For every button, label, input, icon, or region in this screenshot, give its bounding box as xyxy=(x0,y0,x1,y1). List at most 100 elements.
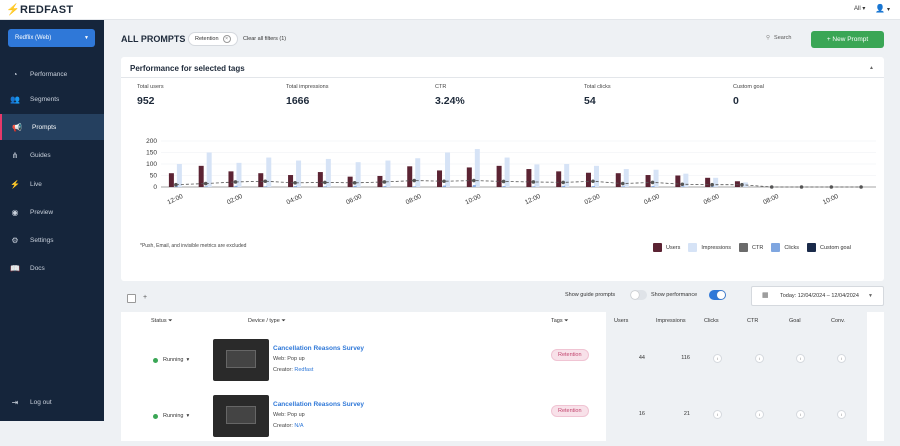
ctr-point xyxy=(442,179,446,183)
filter-chip[interactable]: Retention× xyxy=(188,32,238,46)
conv-info-icon[interactable]: i xyxy=(837,410,846,419)
clicks-info-icon[interactable]: i xyxy=(713,410,722,419)
toggle-knob xyxy=(717,291,725,299)
tag-badge[interactable]: Retention xyxy=(551,349,589,361)
bar-clicks xyxy=(205,186,208,187)
column-header-device[interactable]: Device / type ⏷ xyxy=(248,318,286,325)
x-tick-label: 04:00 xyxy=(643,193,661,206)
status-select[interactable]: Running ▾ xyxy=(163,413,189,419)
filter-icon[interactable]: ⏷ xyxy=(168,318,172,324)
column-header-conv[interactable]: Conv. xyxy=(831,318,845,324)
goal-info-icon[interactable]: i xyxy=(796,410,805,419)
column-header-status[interactable]: Status ⏷ xyxy=(151,318,173,325)
bar-users xyxy=(467,167,472,187)
table-row[interactable]: Running ▾ Cancellation Reasons Survey We… xyxy=(121,334,884,390)
user-menu[interactable]: 👤 ▾ xyxy=(875,4,890,13)
close-icon[interactable]: × xyxy=(223,35,231,43)
bar-users xyxy=(735,181,740,187)
org-select-button[interactable]: Redflix (Web)▼ xyxy=(8,29,95,47)
ctr-info-icon[interactable]: i xyxy=(755,410,764,419)
show-performance-toggle[interactable] xyxy=(709,290,726,300)
prompt-creator: Creator: N/A xyxy=(273,423,304,429)
legend-impressions[interactable]: Impressions xyxy=(688,243,731,252)
bar-users xyxy=(616,173,621,187)
legend-ctr[interactable]: CTR xyxy=(739,243,763,252)
clicks-info-icon[interactable]: i xyxy=(713,354,722,363)
sidebar-item-guides[interactable]: ⋔Guides xyxy=(0,142,104,168)
sidebar-item-prompts[interactable]: 📢Prompts xyxy=(0,114,104,140)
bar-clicks xyxy=(234,186,237,187)
table-row[interactable]: Running ▾ Cancellation Reasons Survey We… xyxy=(121,390,884,446)
collapse-icon[interactable]: ▲ xyxy=(869,65,874,71)
ctr-info-icon[interactable]: i xyxy=(755,354,764,363)
scope-select[interactable]: All ▾ xyxy=(854,5,865,12)
page-header: ALL PROMPTS Retention× Clear all filters… xyxy=(104,20,900,58)
bar-users xyxy=(646,175,651,187)
bar-impressions xyxy=(683,174,688,187)
user-icon: 👤 xyxy=(875,4,885,13)
status-select[interactable]: Running ▾ xyxy=(163,357,189,363)
column-header-goal[interactable]: Goal xyxy=(789,318,801,324)
bar-users xyxy=(705,178,710,187)
bar-users xyxy=(586,173,591,187)
ctr-point xyxy=(383,180,387,184)
new-prompt-button[interactable]: + New Prompt xyxy=(811,31,884,48)
legend-clicks[interactable]: Clicks xyxy=(771,243,799,252)
show-guide-prompts-toggle[interactable] xyxy=(630,290,647,300)
sidebar-item-performance[interactable]: ◔Performance xyxy=(0,61,104,87)
tag-badge[interactable]: Retention xyxy=(551,405,589,417)
logout-button[interactable]: ⇥Log out xyxy=(0,389,104,415)
add-icon[interactable]: + xyxy=(143,294,147,301)
x-tick-label: 12:00 xyxy=(166,193,184,206)
column-header-clicks[interactable]: Clicks xyxy=(704,318,719,324)
filter-icon[interactable]: ⏷ xyxy=(564,318,568,324)
clear-filters-link[interactable]: Clear all filters (1) xyxy=(243,36,286,42)
select-all-checkbox[interactable] xyxy=(127,294,136,303)
prompt-thumbnail[interactable] xyxy=(213,395,269,437)
goal-info-icon[interactable]: i xyxy=(796,354,805,363)
bar-users xyxy=(497,166,502,187)
bar-clicks xyxy=(652,186,655,187)
logout-icon: ⇥ xyxy=(0,398,30,407)
conv-info-icon[interactable]: i xyxy=(837,354,846,363)
bar-impressions xyxy=(236,163,241,187)
bar-clicks xyxy=(383,186,386,187)
bar-impressions xyxy=(415,158,420,187)
ctr-point xyxy=(651,181,655,185)
users-icon: 👥 xyxy=(0,95,30,104)
ctr-point xyxy=(174,183,178,187)
sidebar-item-docs[interactable]: 📖Docs xyxy=(0,255,104,281)
x-tick-label: 04:00 xyxy=(286,193,304,206)
sidebar-item-live[interactable]: ⚡Live xyxy=(0,171,104,197)
sidebar-item-settings[interactable]: ⚙Settings xyxy=(0,227,104,253)
legend-swatch xyxy=(688,243,697,252)
sidebar-item-preview[interactable]: ◉Preview xyxy=(0,199,104,225)
legend-users[interactable]: Users xyxy=(653,243,680,252)
thumbnail-preview xyxy=(226,350,256,368)
search-button[interactable]: ⚲Search xyxy=(766,35,791,41)
legend-custom-goal[interactable]: Custom goal xyxy=(807,243,851,252)
date-range-picker[interactable]: ▦Today: 12/04/2024 – 12/04/2024▼ xyxy=(751,286,884,306)
x-tick-label: 12:00 xyxy=(524,193,542,206)
status-running-icon xyxy=(153,414,158,419)
bar-users xyxy=(437,170,442,187)
prompt-title-link[interactable]: Cancellation Reasons Survey xyxy=(273,345,364,352)
column-header-impressions[interactable]: Impressions xyxy=(656,318,686,324)
filter-icon[interactable]: ⏷ xyxy=(281,318,285,324)
prompt-title-link[interactable]: Cancellation Reasons Survey xyxy=(273,401,364,408)
bar-clicks xyxy=(503,186,506,187)
bar-impressions xyxy=(385,161,390,187)
ctr-point xyxy=(621,182,625,186)
column-header-tags[interactable]: Tags ⏷ xyxy=(551,318,569,325)
redfast-logo[interactable]: ⚡REDFAST xyxy=(6,3,73,16)
prompt-creator: Creator: Redfast xyxy=(273,367,313,373)
bar-users xyxy=(348,177,353,187)
column-header-ctr[interactable]: CTR xyxy=(747,318,758,324)
prompt-thumbnail[interactable] xyxy=(213,339,269,381)
column-header-users[interactable]: Users xyxy=(614,318,628,324)
toggle-knob xyxy=(631,291,639,299)
sidebar-item-segments[interactable]: 👥Segments xyxy=(0,86,104,112)
list-toolbar: + Show guide prompts Show performance ▦T… xyxy=(121,286,884,312)
